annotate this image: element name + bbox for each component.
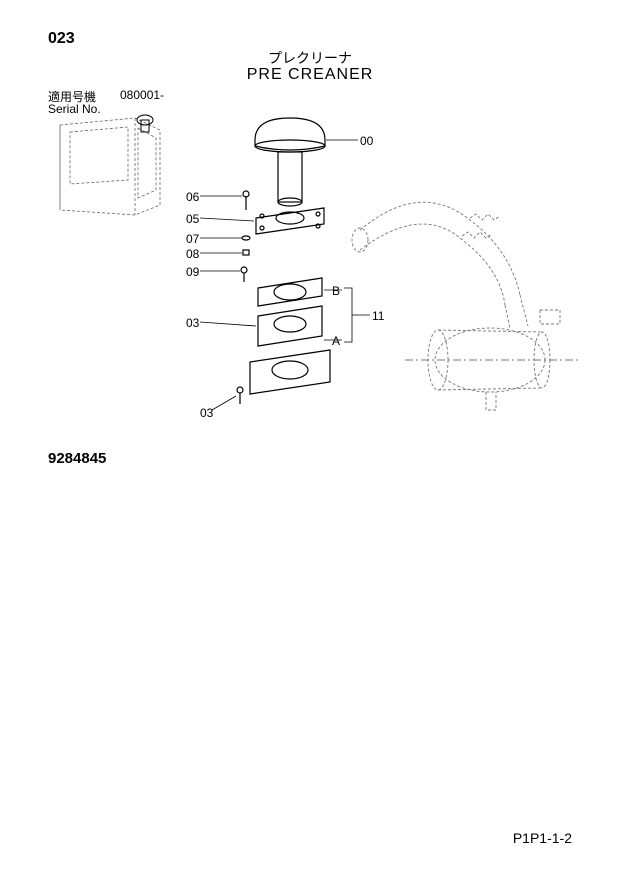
- callout-11: 11: [372, 309, 384, 323]
- callout-08: 08: [186, 247, 199, 261]
- page-number: 023: [48, 30, 75, 48]
- title-english: PRE CREANER: [247, 66, 374, 84]
- title-japanese: プレクリーナ: [268, 48, 352, 68]
- callout-03b: 03: [200, 406, 213, 420]
- callout-A: A: [332, 334, 340, 348]
- diagram-svg: [0, 110, 620, 530]
- footer-code: P1P1-1-2: [513, 830, 572, 846]
- callout-07: 07: [186, 232, 199, 246]
- serial-value: 080001-: [120, 88, 164, 102]
- callout-05: 05: [186, 212, 199, 226]
- callout-06: 06: [186, 190, 199, 204]
- callout-00: 00: [360, 134, 373, 148]
- callout-09: 09: [186, 265, 199, 279]
- callout-03a: 03: [186, 316, 199, 330]
- callout-B: B: [332, 284, 340, 298]
